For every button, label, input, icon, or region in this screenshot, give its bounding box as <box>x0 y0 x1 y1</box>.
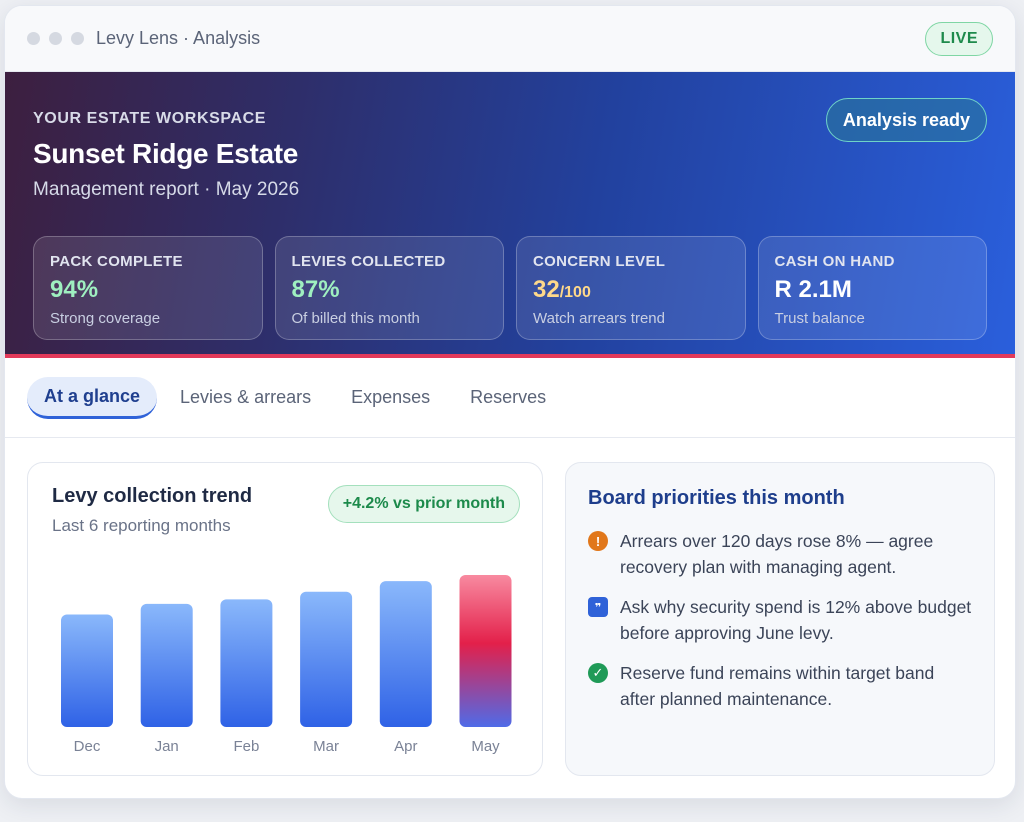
stat-value-number: 87% <box>291 276 340 303</box>
check-icon: ✓ <box>588 663 608 683</box>
levy-bar-chart: Dec Jan Feb Mar Apr May <box>61 575 512 755</box>
stat-card-levies-collected: LEVIES COLLECTED 87% Of billed this mont… <box>274 236 504 340</box>
stat-value-number: 94% <box>50 276 99 303</box>
stat-label: CASH ON HAND <box>774 253 895 270</box>
x-tick-label: May <box>471 738 500 755</box>
x-tick-label: Jan <box>155 738 179 755</box>
window-dot-icon[interactable] <box>27 32 40 45</box>
trend-subtitle: Last 6 reporting months <box>52 516 231 535</box>
window-dot-icon[interactable] <box>49 32 62 45</box>
priorities-list: ! Arrears over 120 days rose 8% — agree … <box>588 528 972 712</box>
tab-expenses[interactable]: Expenses <box>351 387 431 407</box>
x-tick-label: Feb <box>233 738 259 755</box>
warning-icon: ! <box>588 531 608 551</box>
priority-item: ! Arrears over 120 days rose 8% — agree … <box>588 528 972 580</box>
stat-value-unit: /100 <box>559 284 591 301</box>
x-tick-label: Dec <box>74 738 101 755</box>
chart-bar-mar <box>300 591 353 727</box>
stat-value: 32/100 <box>533 276 729 304</box>
analysis-ready-button[interactable]: Analysis ready <box>825 98 987 142</box>
priority-item: ✓ Reserve fund remains within target ban… <box>588 660 972 712</box>
stat-note: Watch arrears trend <box>533 310 665 327</box>
app-window: Levy Lens · Analysis LIVE YOUR ESTATE WO… <box>4 5 1016 799</box>
x-tick-label: Apr <box>394 738 417 755</box>
title-bar: Levy Lens · Analysis LIVE <box>5 6 1015 72</box>
window-dot-icon[interactable] <box>71 32 84 45</box>
report-subtitle: Management report · May 2026 <box>33 179 300 200</box>
stat-note: Of billed this month <box>291 310 420 327</box>
levy-trend-card: Levy collection trend Last 6 reporting m… <box>27 462 543 776</box>
workspace-eyebrow: YOUR ESTATE WORKSPACE <box>33 110 267 127</box>
tab-levies-arrears[interactable]: Levies & arrears <box>180 387 312 407</box>
tab-reserves[interactable]: Reserves <box>470 387 547 407</box>
chart-bar-may <box>459 575 512 727</box>
stat-label: PACK COMPLETE <box>50 253 183 270</box>
stat-note: Trust balance <box>774 310 865 327</box>
stat-card-concern-level: CONCERN LEVEL 32/100 Watch arrears trend <box>516 236 746 340</box>
stat-value: 94% <box>50 276 246 304</box>
chart-bar-feb <box>220 599 273 727</box>
stat-card-cash-on-hand: CASH ON HAND R 2.1M Trust balance <box>757 236 987 340</box>
estate-hero: YOUR ESTATE WORKSPACE Sunset Ridge Estat… <box>5 72 1015 358</box>
board-priorities-card: Board priorities this month ! Arrears ov… <box>565 462 995 776</box>
tab-bar: At a glance Levies & arrears Expenses Re… <box>5 358 1015 438</box>
stat-value-number: 32 <box>533 276 560 303</box>
delta-badge: +4.2% vs prior month <box>327 485 520 523</box>
tab-at-a-glance[interactable]: At a glance <box>27 376 158 419</box>
priority-item: ❞ Ask why security spend is 12% above bu… <box>588 594 972 646</box>
stat-value: R 2.1M <box>775 276 971 304</box>
stat-value: 87% <box>292 276 488 304</box>
window-controls <box>27 32 84 45</box>
live-badge: LIVE <box>925 21 993 56</box>
trend-title: Levy collection trend <box>52 485 253 507</box>
x-tick-label: Mar <box>313 738 339 755</box>
stat-value-number: R 2.1M <box>774 276 852 303</box>
priority-text: Reserve fund remains within target band … <box>620 663 935 709</box>
chart-bar-apr <box>379 581 432 727</box>
chart-bar-dec <box>61 614 113 727</box>
stat-label: CONCERN LEVEL <box>533 253 666 270</box>
priority-text: Arrears over 120 days rose 8% — agree re… <box>620 531 934 577</box>
estate-name: Sunset Ridge Estate <box>33 138 299 169</box>
stat-cards: PACK COMPLETE 94% Strong coverage LEVIES… <box>33 236 987 340</box>
chart-bar-jan <box>140 603 193 727</box>
stat-card-pack-complete: PACK COMPLETE 94% Strong coverage <box>33 236 263 340</box>
stat-label: LEVIES COLLECTED <box>291 253 446 270</box>
stat-note: Strong coverage <box>50 310 161 327</box>
priorities-title: Board priorities this month <box>588 487 845 509</box>
priority-text: Ask why security spend is 12% above budg… <box>620 597 972 643</box>
app-title: Levy Lens · Analysis <box>96 28 261 48</box>
chat-icon: ❞ <box>588 597 608 617</box>
